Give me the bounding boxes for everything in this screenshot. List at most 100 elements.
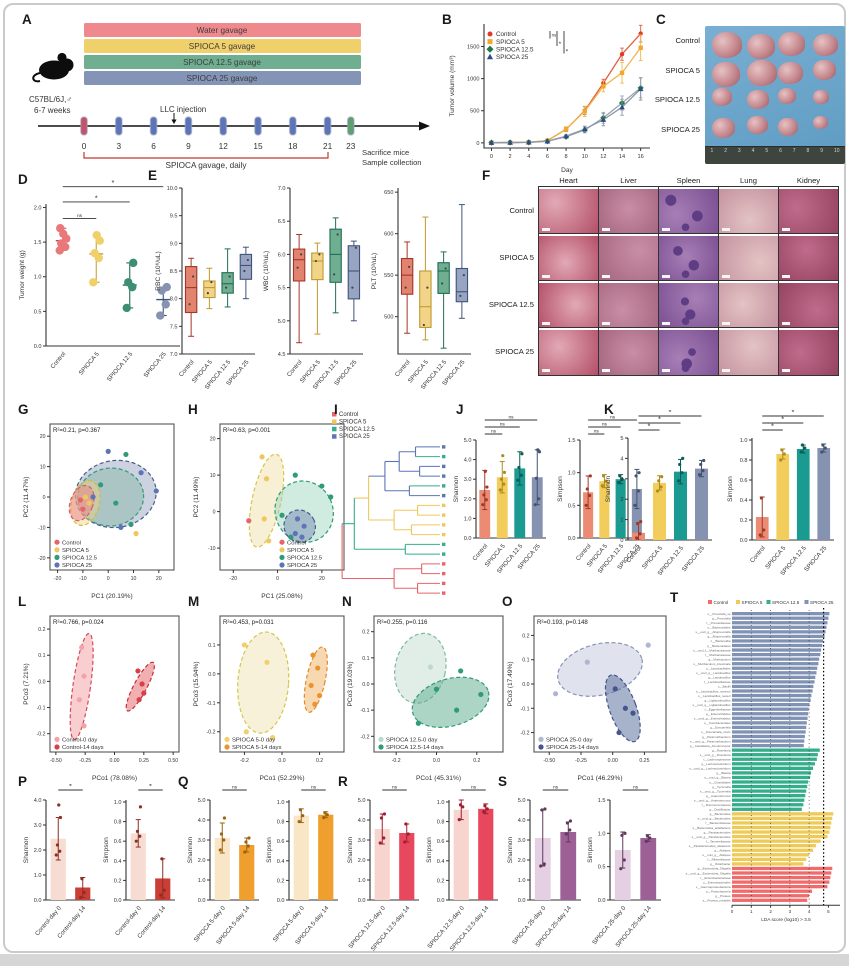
- panel-label-n: N: [342, 594, 352, 609]
- svg-text:0.0: 0.0: [568, 536, 576, 542]
- svg-text:s__uncl_g__Alistipes: s__uncl_g__Alistipes: [702, 853, 731, 857]
- svg-text:2.0: 2.0: [34, 205, 42, 211]
- svg-text:s__uncl_g__Paramuribaculum: s__uncl_g__Paramuribaculum: [690, 739, 731, 743]
- svg-text:Control: Control: [339, 412, 358, 418]
- svg-text:o__Clostridiales: o__Clostridiales: [709, 780, 731, 784]
- svg-text:1: 1: [620, 518, 623, 524]
- svg-text:*: *: [771, 422, 774, 431]
- svg-text:Tumor volume (mm³): Tumor volume (mm³): [449, 55, 456, 116]
- organ-header: Kidney: [796, 176, 821, 185]
- svg-text:0.6: 0.6: [277, 839, 285, 845]
- svg-text:-0.50: -0.50: [50, 758, 62, 764]
- svg-text:*: *: [669, 410, 672, 417]
- svg-text:*: *: [112, 180, 115, 187]
- shannon-bar-q: 0.0 1.0 2.0 3.0 4.0 5.0 Shannon ns SPIOCA 5-day …: [184, 784, 262, 966]
- svg-text:s__Duncaniella_muris: s__Duncaniella_muris: [701, 730, 731, 734]
- chart-svg: 0.01.02.03.04.05.0ShannonnsnsnsControlSP…: [453, 416, 546, 575]
- histology-image: [538, 233, 599, 282]
- panel-label-g: G: [18, 402, 29, 417]
- svg-text:SPIOCA 12.5 gavage: SPIOCA 12.5 gavage: [183, 58, 261, 67]
- svg-text:PCo1 (46.29%): PCo1 (46.29%): [577, 775, 622, 782]
- svg-text:0.2: 0.2: [437, 878, 445, 884]
- svg-text:0.2: 0.2: [38, 627, 45, 633]
- svg-text:f__Ruminococcaceae: f__Ruminococcaceae: [701, 803, 730, 807]
- svg-text:Shannon: Shannon: [605, 475, 612, 502]
- svg-text:15: 15: [253, 141, 263, 151]
- histology-image: [778, 233, 839, 282]
- svg-text:21: 21: [323, 141, 333, 151]
- svg-text:0.0: 0.0: [34, 898, 42, 904]
- svg-text:6: 6: [151, 141, 156, 151]
- svg-text:0.0: 0.0: [278, 758, 285, 764]
- svg-text:500: 500: [470, 109, 479, 115]
- svg-text:3: 3: [620, 477, 623, 483]
- svg-text:f__Eggerthellaceae: f__Eggerthellaceae: [704, 707, 730, 711]
- svg-text:ns: ns: [232, 786, 238, 791]
- panel-label-j: J: [456, 402, 464, 417]
- svg-text:4.0: 4.0: [518, 818, 526, 824]
- svg-text:RBC (10⁶/uL): RBC (10⁶/uL): [155, 251, 162, 290]
- pca-plot-h: -10 0 10 20 -20 0 20 PC2 (11.49%) PC1 (25.08%) R²…: [190, 412, 350, 605]
- svg-text:SPIOCA 25: SPIOCA 25: [496, 54, 529, 61]
- svg-text:1: 1: [750, 909, 753, 914]
- svg-text:0.0: 0.0: [358, 898, 366, 904]
- svg-text:Control: Control: [286, 359, 304, 379]
- svg-text:0.25: 0.25: [139, 758, 149, 764]
- svg-text:0.8: 0.8: [437, 820, 445, 826]
- svg-text:s__uncl_g__Lachnoclostridium: s__uncl_g__Lachnoclostridium: [689, 767, 731, 771]
- svg-text:0.0: 0.0: [208, 672, 215, 678]
- svg-text:0.0: 0.0: [522, 682, 529, 688]
- svg-text:5.0: 5.0: [464, 438, 472, 444]
- svg-text:ns: ns: [602, 423, 608, 428]
- svg-text:R²=0.193, p=0.148: R²=0.193, p=0.148: [537, 619, 588, 626]
- chart-svg: -0.2 -0.1 0.0 0.1 -0.2 0.0 0.2 PCo3 (15.94%) PCo…: [193, 615, 345, 782]
- svg-text:f__Prevotellaceae: f__Prevotellaceae: [706, 621, 731, 625]
- svg-text:g__Duncaniella: g__Duncaniella: [710, 726, 731, 730]
- svg-text:o__Enterobacterales: o__Enterobacterales: [703, 880, 731, 884]
- svg-text:3.0: 3.0: [198, 838, 206, 844]
- svg-text:0.8: 0.8: [114, 820, 122, 826]
- panel-label-f: F: [482, 168, 491, 183]
- svg-text:0.0: 0.0: [34, 344, 42, 350]
- shannon-bar-k: 0 1 2 3 4 5 Shannon * * * Control SPIOCA 5 SPIOCA 12…: [602, 408, 720, 605]
- svg-text:-0.1: -0.1: [37, 706, 46, 712]
- panel-label-l: L: [18, 594, 27, 609]
- svg-text:0: 0: [43, 495, 46, 501]
- histology-image: [658, 327, 719, 376]
- svg-text:2.0: 2.0: [464, 497, 472, 503]
- svg-text:s__uncl_f__Muribaculaceae: s__uncl_f__Muribaculaceae: [693, 648, 731, 652]
- svg-text:-10: -10: [79, 576, 87, 582]
- svg-text:SPIOCA 25: SPIOCA 25: [810, 600, 834, 605]
- svg-text:SPIOCA 12.5: SPIOCA 12.5: [106, 350, 135, 383]
- svg-text:0.5: 0.5: [34, 309, 42, 315]
- svg-text:600: 600: [384, 232, 393, 238]
- svg-text:0.6: 0.6: [114, 839, 122, 845]
- svg-text:g__Lactobacillus: g__Lactobacillus: [708, 676, 731, 680]
- svg-text:9: 9: [186, 141, 191, 151]
- page-edge: [0, 954, 849, 966]
- organ-header: Lung: [740, 176, 757, 185]
- chart-svg: -20 -10 0 10 20 -20 -10 0 10 20 PC2 (11.47%) PC1 (2…: [23, 423, 175, 600]
- svg-text:0.0: 0.0: [740, 538, 748, 544]
- svg-text:18: 18: [288, 141, 298, 151]
- svg-text:1.0: 1.0: [464, 516, 472, 522]
- tumor-row-label: SPIOCA 25: [661, 124, 700, 134]
- svg-text:g__Proteus: g__Proteus: [715, 894, 731, 898]
- pcoa-plot-l: -0.2 -0.1 0.0 0.1 0.2 -0.50 -0.25 0.00 0.25 0.50 P…: [20, 604, 185, 787]
- svg-text:PC2 (11.49%): PC2 (11.49%): [193, 477, 200, 518]
- svg-text:s__Muribaculum_intestinale: s__Muribaculum_intestinale: [693, 662, 731, 666]
- chart-svg: 0.0 0.5 1.0 1.5 2.0 Tumor weight (g) ns * * Contr…: [19, 178, 180, 383]
- svg-text:Control: Control: [287, 540, 306, 546]
- svg-text:g__Roseburia: g__Roseburia: [712, 748, 731, 752]
- svg-text:g__Oscillibacter: g__Oscillibacter: [709, 808, 730, 812]
- svg-text:0: 0: [82, 141, 87, 151]
- chart-svg: -0.2 -0.1 0.0 0.1 0.2 -0.2 0.0 0.2 PCo3 (19.03%)…: [347, 615, 504, 782]
- svg-text:s__Bacteroides_acidifaciens: s__Bacteroides_acidifaciens: [692, 826, 731, 830]
- svg-text:0.4: 0.4: [277, 859, 285, 865]
- svg-text:1.5: 1.5: [34, 240, 42, 246]
- svg-text:g__Parabacteroides: g__Parabacteroides: [704, 830, 731, 834]
- svg-text:SPIOCA 5: SPIOCA 5: [742, 600, 763, 605]
- svg-text:*: *: [792, 410, 795, 417]
